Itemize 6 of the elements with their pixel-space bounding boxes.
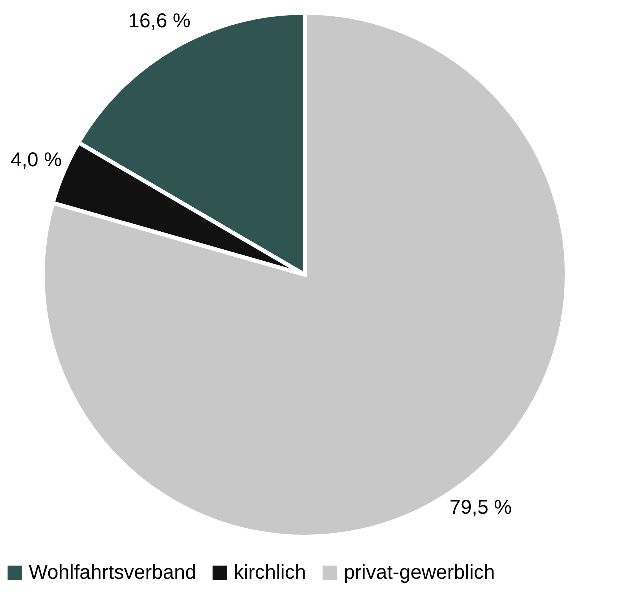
data-label: 16,6 % xyxy=(128,10,192,33)
data-label: 79,5 % xyxy=(450,497,512,520)
data-label: 4,0 % xyxy=(10,149,62,172)
legend-label: privat-gewerblich xyxy=(344,562,496,584)
legend-label: Wohlfahrtsverband xyxy=(29,562,196,584)
legend-label: kirchlich xyxy=(234,562,306,584)
